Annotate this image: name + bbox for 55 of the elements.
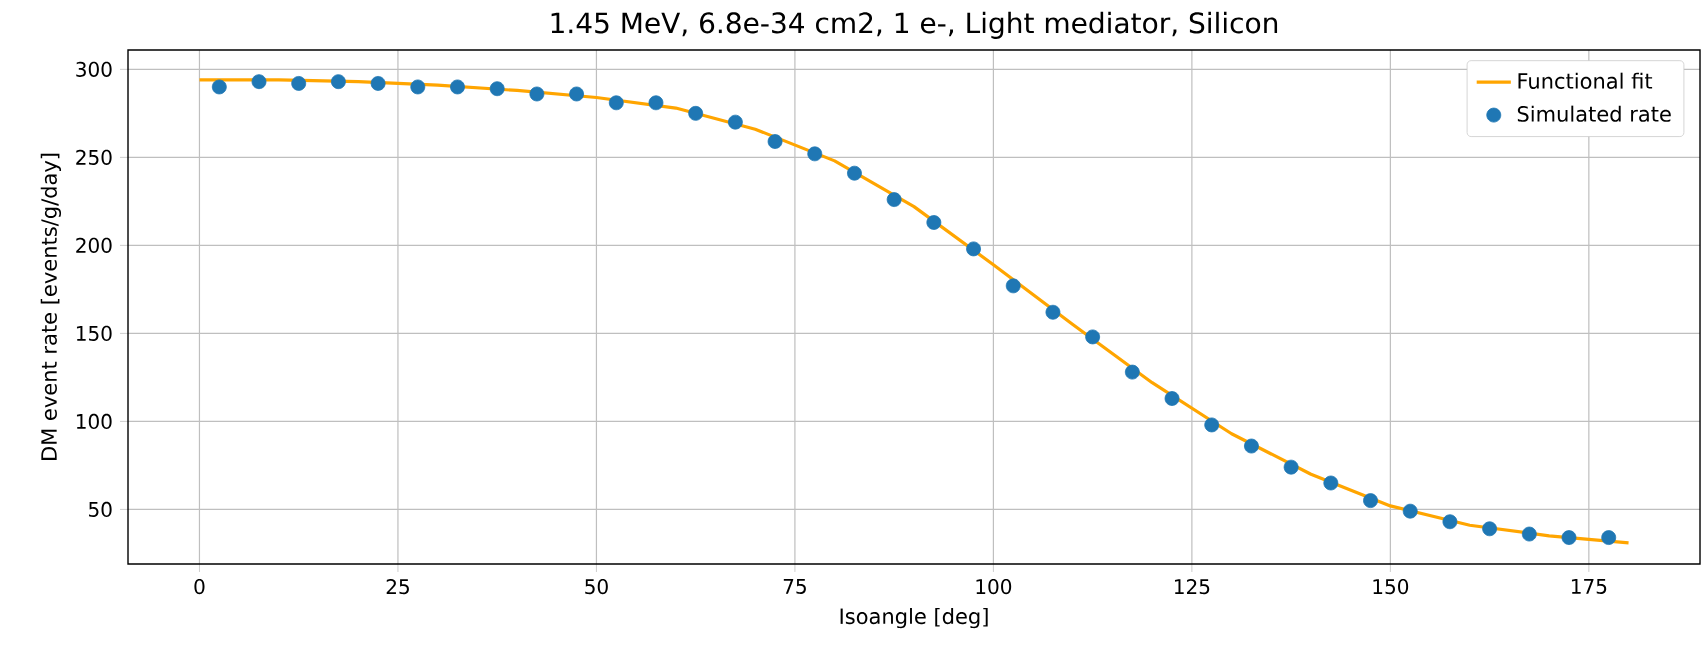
chart-title: 1.45 MeV, 6.8e-34 cm2, 1 e-, Light mediator, Silicon (551, 11, 1278, 39)
point (648, 95, 664, 111)
point (251, 74, 267, 90)
x-tick-label: 125 (1174, 579, 1210, 595)
y-tick-label: 100 (76, 413, 112, 429)
point (886, 192, 902, 208)
point (211, 79, 227, 95)
point (1402, 503, 1418, 519)
point (608, 95, 624, 111)
point (1363, 493, 1378, 509)
point (1482, 521, 1498, 537)
point (727, 114, 743, 130)
point (1045, 304, 1061, 320)
y-tick-label: 150 (76, 325, 112, 341)
y-tick-label: 200 (76, 237, 112, 253)
point (1204, 417, 1220, 433)
point (1561, 530, 1577, 545)
x-tick-label: 0 (194, 579, 205, 595)
y-axis-title: DM event rate [events/g/day] (40, 153, 62, 460)
point (1323, 475, 1339, 491)
x-tick-label: 150 (1373, 579, 1409, 595)
y-tick-label: 50 (89, 501, 112, 517)
x-tick-label: 75 (783, 579, 806, 594)
point (688, 105, 704, 121)
legend-label: Simulated rate (1517, 105, 1671, 122)
point (1442, 514, 1458, 530)
point (1521, 526, 1537, 542)
x-axis-title: Isoangle [deg] (840, 607, 988, 629)
point (330, 74, 346, 90)
legend-label: Functional fit (1518, 72, 1653, 89)
x-tick-label: 100 (976, 579, 1012, 595)
point (1244, 438, 1259, 454)
y-tick-label: 250 (76, 149, 112, 165)
point (1005, 278, 1021, 294)
x-tick-label: 50 (585, 579, 608, 595)
point (370, 76, 386, 91)
point (529, 86, 545, 102)
x-tick-label: 175 (1571, 579, 1607, 594)
y-tick-label: 300 (76, 61, 112, 77)
point (1085, 329, 1101, 345)
point (847, 165, 862, 181)
point (1601, 530, 1617, 545)
point (966, 241, 981, 257)
point (926, 215, 942, 230)
x-tick-label: 25 (386, 579, 409, 595)
point (1164, 391, 1180, 406)
point (569, 86, 584, 102)
point (489, 81, 505, 97)
point (1124, 364, 1140, 380)
point (450, 79, 465, 95)
point (807, 146, 823, 162)
point (291, 76, 307, 91)
point (410, 79, 426, 95)
point (1283, 459, 1299, 475)
point (767, 134, 783, 149)
